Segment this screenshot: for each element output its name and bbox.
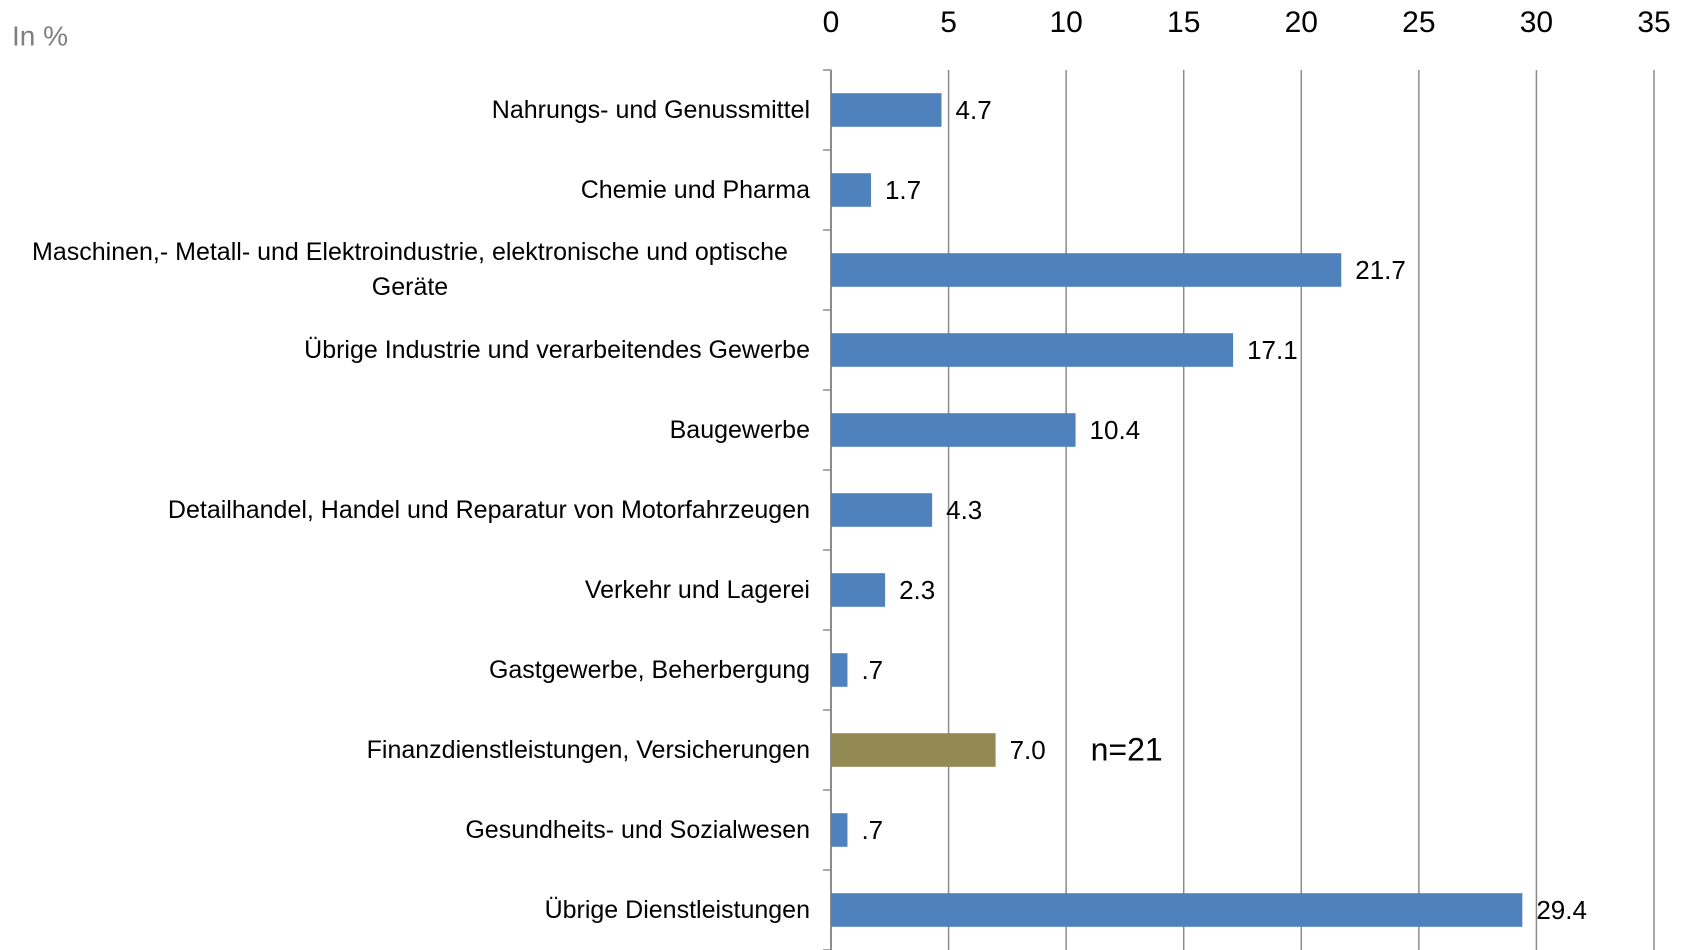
category-label-box: Übrige Dienstleistungen (10, 870, 810, 950)
bar (831, 573, 886, 607)
category-label-box: Verkehr und Lagerei (10, 550, 810, 630)
unit-label: In % (12, 20, 68, 51)
value-label: 7.0 (1010, 735, 1046, 765)
value-label: 17.1 (1247, 335, 1298, 365)
category-label-box: Übrige Industrie und verarbeitendes Gewe… (10, 310, 810, 390)
y-tick-label: Maschinen,- Metall- und Elektroindustrie… (32, 238, 788, 301)
value-label: 10.4 (1090, 415, 1141, 445)
bar (831, 813, 848, 847)
category-label-box: Chemie und Pharma (10, 150, 810, 230)
bar (831, 733, 996, 767)
y-tick-label: Detailhandel, Handel und Reparatur von M… (167, 495, 810, 524)
x-tick-label: 15 (1167, 6, 1200, 39)
category-label-box: Baugewerbe (10, 390, 810, 470)
y-tick-label: Baugewerbe (669, 415, 810, 444)
y-tick-label: Gesundheits- und Sozialwesen (465, 815, 810, 844)
category-label-box: Gastgewerbe, Beherbergung (10, 630, 810, 710)
value-label: 1.7 (885, 175, 921, 205)
x-tick-label: 30 (1520, 6, 1553, 39)
x-tick-label: 10 (1049, 6, 1082, 39)
bar (831, 173, 871, 207)
value-label: .7 (861, 815, 883, 845)
category-label-box: Nahrungs- und Genussmittel (10, 70, 810, 150)
value-label: 21.7 (1355, 255, 1406, 285)
y-tick-label: Finanzdienstleistungen, Versicherungen (366, 735, 810, 764)
bar (831, 93, 942, 127)
y-tick-label: Verkehr und Lagerei (584, 575, 810, 604)
bar (831, 893, 1523, 927)
y-tick-label: Übrige Industrie und verarbeitendes Gewe… (304, 335, 810, 364)
bar (831, 413, 1076, 447)
x-tick-label: 20 (1285, 6, 1318, 39)
bar (831, 333, 1234, 367)
y-tick-label: Übrige Dienstleistungen (544, 895, 810, 924)
annotation: n=21 (1091, 731, 1163, 767)
y-tick-label: Chemie und Pharma (580, 175, 810, 204)
category-label-box: Maschinen,- Metall- und Elektroindustrie… (10, 230, 810, 310)
bar (831, 653, 848, 687)
value-label: .7 (861, 655, 883, 685)
x-tick-label: 25 (1402, 6, 1435, 39)
x-tick-label: 5 (940, 6, 957, 39)
y-tick-label: Nahrungs- und Genussmittel (491, 95, 810, 124)
value-label: 4.3 (946, 495, 982, 525)
value-label: 4.7 (956, 95, 992, 125)
category-label-box: Detailhandel, Handel und Reparatur von M… (10, 470, 810, 550)
category-label-box: Finanzdienstleistungen, Versicherungen (10, 710, 810, 790)
value-label: 2.3 (899, 575, 935, 605)
y-tick-label: Gastgewerbe, Beherbergung (488, 655, 810, 684)
x-tick-label: 35 (1637, 6, 1670, 39)
bar (831, 253, 1342, 287)
bar (831, 493, 933, 527)
x-tick-label: 0 (823, 6, 840, 39)
category-label-box: Gesundheits- und Sozialwesen (10, 790, 810, 870)
value-label: 29.4 (1536, 895, 1587, 925)
